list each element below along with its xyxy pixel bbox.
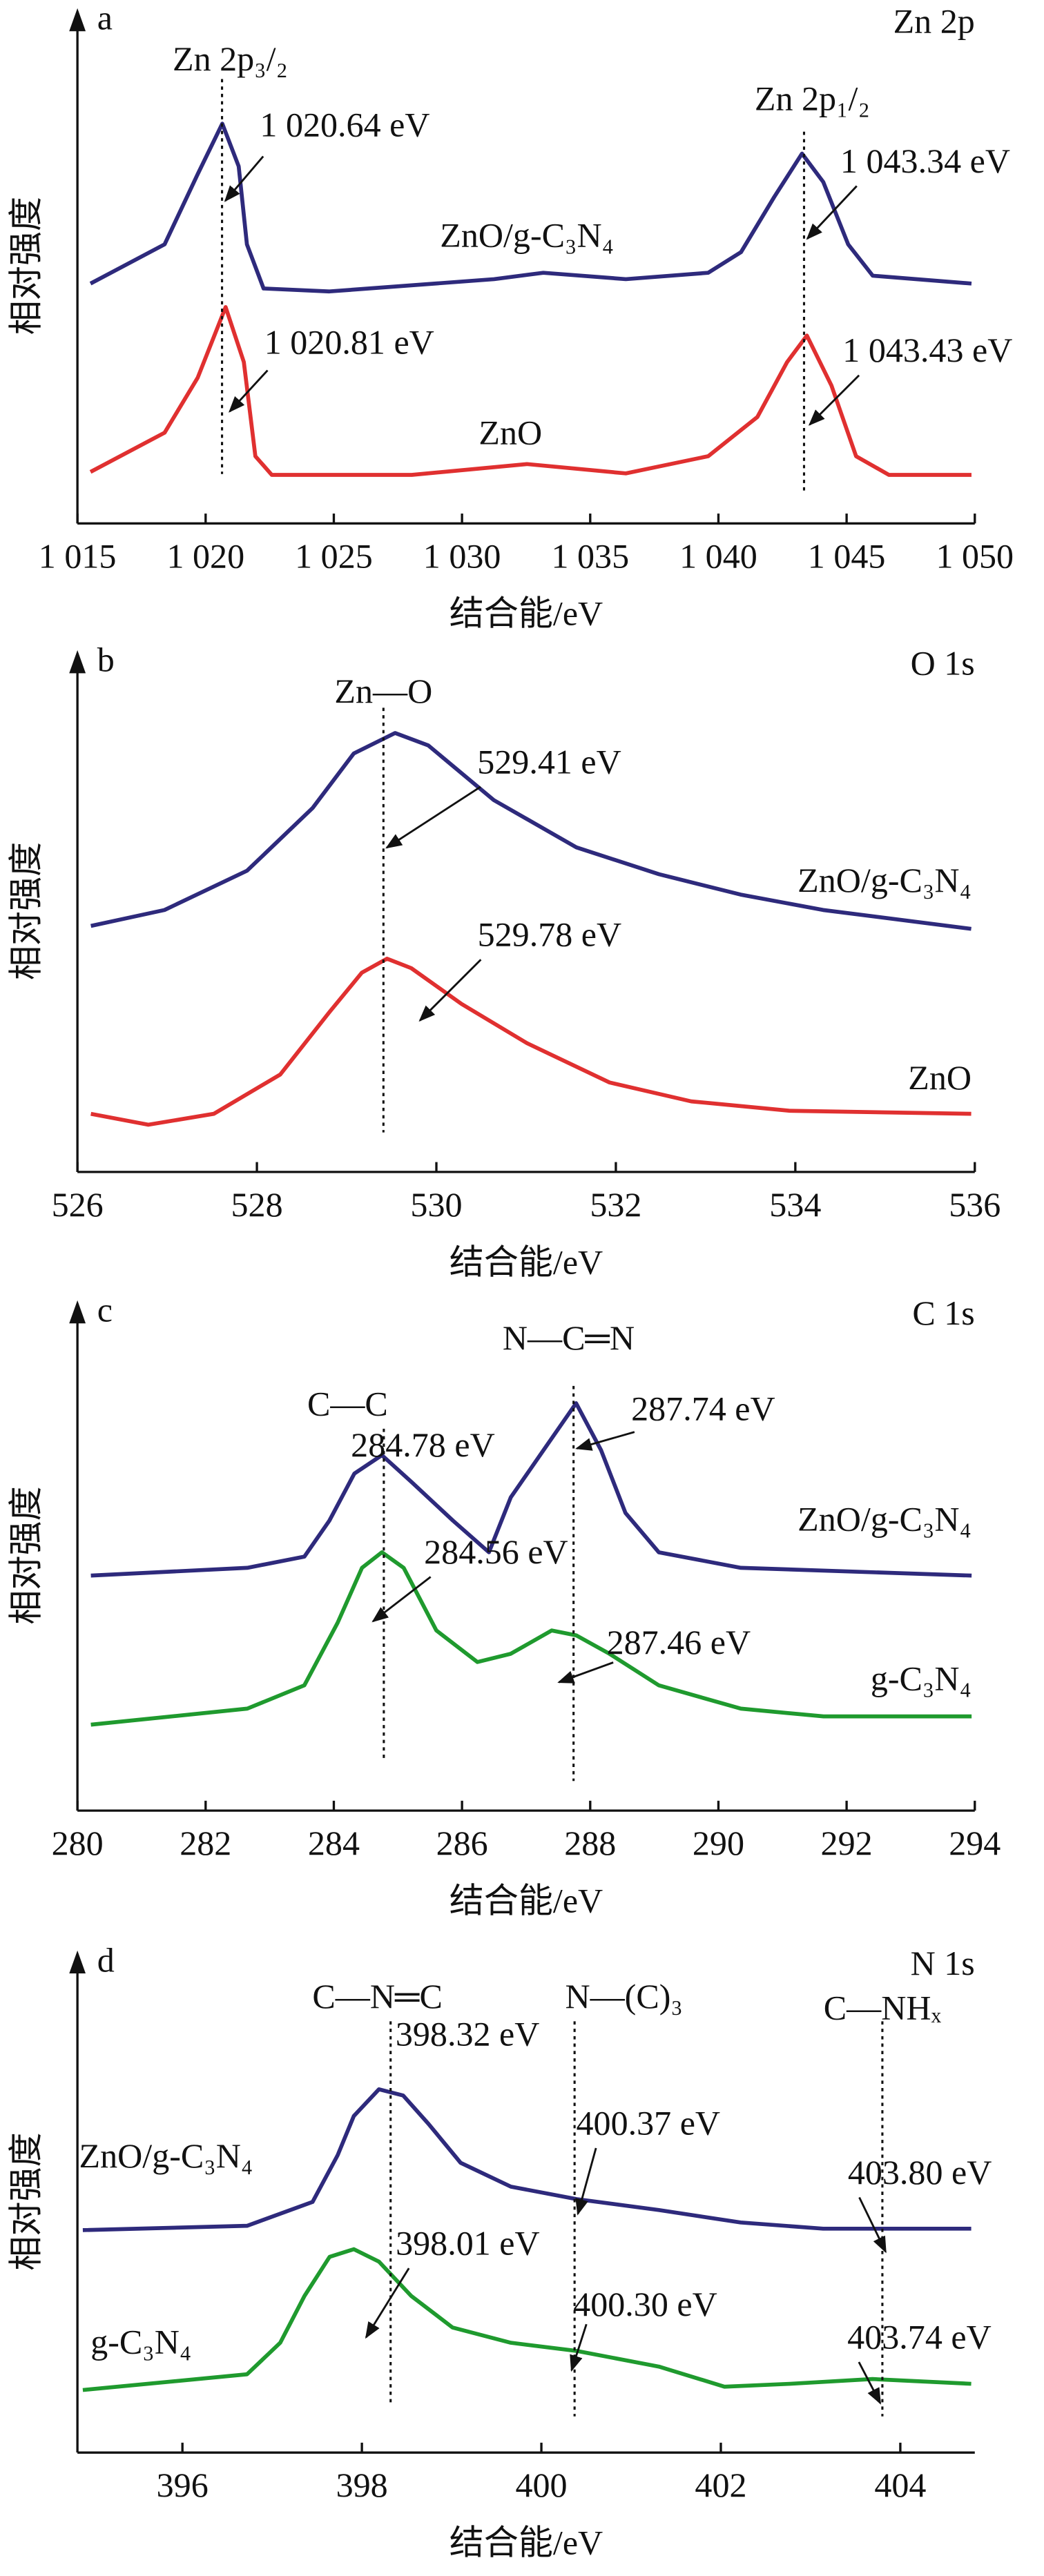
x-tick-label: 294 [949, 1824, 1000, 1862]
x-axis-label: 结合能/eV [450, 594, 603, 633]
spectrum-line [90, 1401, 972, 1578]
series-label: ZnO [908, 1058, 972, 1097]
x-tick-label: 530 [410, 1185, 462, 1224]
energy-arrow [858, 2196, 887, 2254]
energy-label: 287.46 eV [607, 1623, 751, 1661]
x-tick-label: 528 [231, 1185, 283, 1224]
energy-arrow [858, 2361, 882, 2405]
x-tick-label: 526 [52, 1185, 104, 1224]
x-tick-label: 396 [157, 2466, 209, 2504]
spectrum-line [90, 731, 972, 931]
series-label: g-C₃N₄ [90, 2323, 191, 2361]
energy-arrow [808, 374, 860, 426]
y-axis-label: 相对强度 [6, 197, 45, 335]
energy-label: 403.74 eV [847, 2317, 992, 2356]
energy-arrow [557, 1661, 614, 1684]
energy-label: 529.41 eV [477, 742, 621, 781]
peak-label: Zn—O [334, 672, 432, 710]
x-tick-label: 1 025 [295, 536, 373, 575]
peak-label: Zn 2p₃/₂ [173, 39, 288, 78]
peak-label: C—N═C [312, 1977, 442, 2016]
energy-arrow [385, 786, 481, 849]
x-tick-label: 1 040 [679, 536, 757, 575]
energy-arrow [806, 185, 858, 240]
energy-arrow [575, 1431, 635, 1451]
x-axis-label: 结合能/eV [450, 2524, 603, 2562]
panel-label: b [97, 641, 115, 679]
panel-title: N 1s [911, 1944, 975, 1982]
x-tick-label: 398 [336, 2466, 388, 2504]
x-tick-label: 404 [874, 2466, 926, 2504]
energy-arrow [570, 2323, 588, 2372]
x-tick-label: 1 020 [166, 536, 244, 575]
energy-label: 403.80 eV [848, 2153, 992, 2192]
x-tick-label: 532 [590, 1185, 641, 1224]
energy-label: 1 043.43 eV [842, 331, 1012, 369]
energy-label: 398.32 eV [396, 2015, 540, 2053]
peak-label: N—C═N [503, 1318, 635, 1357]
series-label: ZnO/g-C₃N₄ [440, 215, 614, 254]
series-label: ZnO/g-C₃N₄ [79, 2136, 253, 2175]
peak-label: Zn 2p₁/₂ [755, 79, 870, 117]
x-axis-label: 结合能/eV [450, 1882, 603, 1920]
energy-label: 529.78 eV [478, 915, 622, 954]
panel-label: d [97, 1940, 115, 1979]
energy-arrow [371, 1576, 432, 1623]
energy-label: 1 020.81 eV [264, 322, 434, 361]
y-axis-label: 相对强度 [6, 2132, 45, 2270]
x-tick-label: 282 [180, 1824, 231, 1862]
x-tick-label: 536 [949, 1185, 1000, 1224]
energy-label: 1 020.64 eV [260, 105, 429, 144]
energy-label: 284.56 eV [424, 1532, 568, 1571]
peak-label: C—NHₓ [824, 1989, 942, 2027]
x-tick-label: 290 [693, 1824, 744, 1862]
x-tick-label: 400 [516, 2466, 568, 2504]
energy-label: 287.74 eV [631, 1389, 775, 1428]
energy-arrow [224, 155, 264, 202]
x-tick-label: 1 015 [39, 536, 117, 575]
x-tick-label: 534 [769, 1185, 821, 1224]
x-tick-label: 402 [695, 2466, 746, 2504]
x-tick-label: 1 050 [936, 536, 1014, 575]
spectrum-line [90, 1550, 972, 1727]
x-tick-label: 1 035 [551, 536, 629, 575]
x-tick-label: 1 045 [808, 536, 886, 575]
x-axis-label: 结合能/eV [450, 1242, 603, 1281]
spectrum-line [82, 2087, 972, 2232]
x-tick-label: 1 030 [423, 536, 501, 575]
energy-label: 400.30 eV [573, 2285, 717, 2323]
peak-label: N—(C)₃ [565, 1977, 682, 2016]
x-tick-label: 284 [308, 1824, 360, 1862]
series-label: ZnO/g-C₃N₄ [798, 1499, 972, 1538]
panel-title: Zn 2p [893, 1, 975, 40]
energy-arrow [229, 369, 269, 413]
peak-label: C—C [307, 1384, 388, 1423]
spectrum-line [82, 2247, 972, 2392]
panel-label: c [97, 1290, 113, 1329]
energy-arrow [575, 2147, 597, 2216]
panel-title: O 1s [911, 643, 975, 682]
panel-label: a [97, 0, 113, 37]
x-tick-label: 280 [52, 1824, 104, 1862]
series-label: ZnO/g-C₃N₄ [798, 861, 972, 899]
y-axis-label: 相对强度 [6, 842, 45, 980]
y-axis-label: 相对强度 [6, 1486, 45, 1624]
energy-label: 398.01 eV [396, 2224, 540, 2263]
x-tick-label: 292 [821, 1824, 873, 1862]
series-label: g-C₃N₄ [871, 1659, 972, 1698]
series-label: ZnO [478, 413, 542, 451]
spectrum-line [90, 957, 972, 1127]
energy-arrow [418, 959, 482, 1022]
energy-label: 1 043.34 eV [840, 142, 1010, 180]
energy-label: 400.37 eV [577, 2103, 721, 2142]
x-tick-label: 286 [436, 1824, 488, 1862]
energy-arrow [365, 2267, 410, 2339]
x-tick-label: 288 [564, 1824, 616, 1862]
energy-label: 284.78 eV [351, 1425, 495, 1464]
panel-title: C 1s [912, 1294, 974, 1332]
